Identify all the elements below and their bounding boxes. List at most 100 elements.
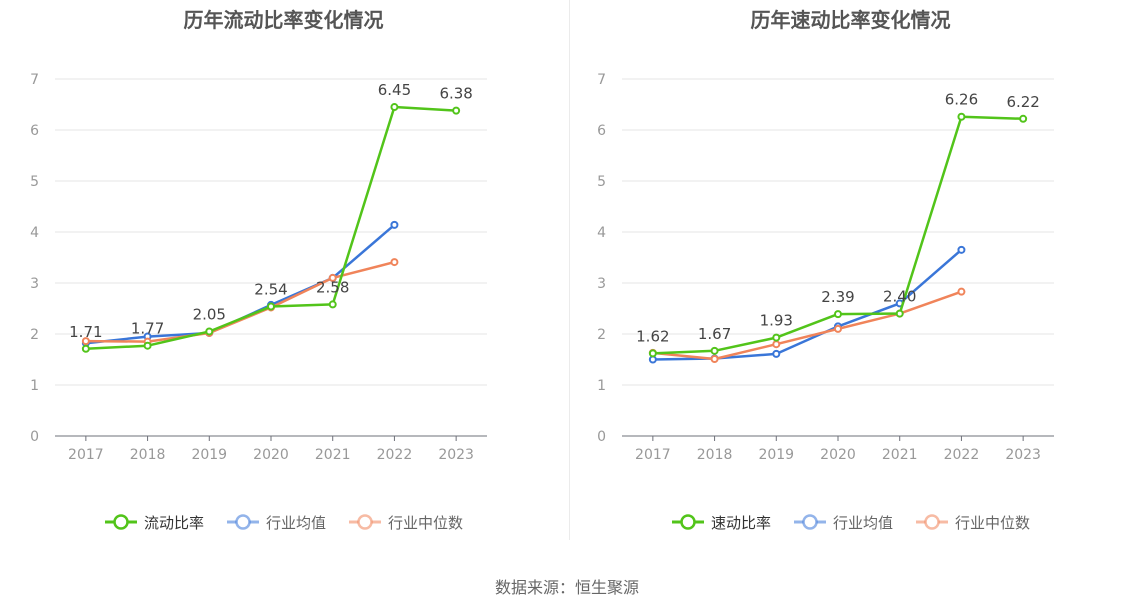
data-label: 1.67	[698, 325, 731, 343]
y-tick-label: 4	[597, 225, 606, 241]
legend-marker	[357, 514, 373, 530]
x-tick-label: 2020	[253, 447, 289, 463]
legend-swatch	[349, 514, 381, 530]
y-tick-label: 1	[597, 378, 606, 394]
data-label: 6.26	[945, 91, 978, 109]
data-label: 2.54	[254, 280, 287, 298]
legend-swatch	[226, 514, 259, 530]
y-tick-label: 3	[30, 276, 39, 292]
data-point	[648, 349, 657, 358]
x-tick-label: 2020	[820, 447, 856, 463]
legend-item[interactable]: 速动比率	[671, 512, 771, 533]
data-label: 1.77	[131, 320, 164, 338]
data-point	[772, 333, 781, 342]
data-label: 6.38	[439, 85, 472, 103]
x-tick-label: 2023	[438, 447, 474, 463]
y-tick-label: 6	[597, 123, 606, 139]
data-point	[957, 287, 966, 296]
data-point	[267, 302, 275, 311]
data-label: 1.62	[636, 327, 669, 345]
data-point	[81, 344, 90, 353]
y-tick-label: 2	[597, 327, 606, 343]
x-tick-label: 2019	[758, 447, 794, 463]
y-tick-label: 6	[30, 123, 39, 139]
data-point	[895, 309, 904, 318]
legend-item[interactable]: 流动比率	[104, 512, 204, 533]
data-label: 2.40	[883, 288, 916, 306]
data-point	[648, 355, 657, 364]
data-point	[710, 354, 719, 363]
chart-legend: 流动比率 行业均值 行业中位数	[0, 510, 567, 534]
chart-title: 历年速动比率变化情况	[750, 8, 951, 32]
data-point	[452, 106, 461, 115]
legend-label: 速动比率	[710, 513, 771, 532]
x-tick-label: 2018	[130, 447, 166, 463]
legend-swatch	[916, 514, 948, 530]
data-point	[957, 112, 966, 121]
chart-title: 历年流动比率变化情况	[183, 8, 384, 32]
data-point	[772, 349, 781, 358]
data-label: 1.71	[69, 323, 102, 341]
legend-marker	[924, 514, 940, 530]
y-tick-label: 1	[30, 378, 39, 394]
series-line	[652, 290, 962, 361]
legend-label: 行业均值	[265, 513, 326, 532]
data-source: 数据来源：恒生聚源	[494, 578, 639, 597]
data-label: 6.45	[378, 81, 411, 99]
panel-divider	[569, 0, 570, 540]
legend-item[interactable]: 行业均值	[226, 512, 326, 533]
data-point	[834, 324, 842, 333]
x-tick-label: 2018	[697, 447, 733, 463]
legend-item[interactable]: 行业均值	[793, 512, 893, 533]
y-tick-label: 2	[30, 327, 39, 343]
chart-svg: 0 1 2 3 4 5 6 7 2017 2018 2019 2020 2021 2022 2023 1.62…	[597, 72, 1054, 463]
data-label: 2.39	[821, 288, 854, 306]
y-tick-label: 0	[597, 429, 606, 445]
data-point	[390, 220, 399, 229]
data-point	[772, 340, 781, 349]
data-point	[328, 273, 337, 282]
x-tick-label: 2023	[1005, 447, 1041, 463]
data-point	[710, 346, 719, 355]
chart-panel-current-ratio: 历年流动比率变化情况 0 1 2 3 4 5 6 7 2017 2018 2019 2020 2021 2…	[0, 0, 567, 560]
y-tick-label: 7	[597, 72, 606, 88]
y-tick-label: 7	[30, 72, 39, 88]
x-tick-label: 2022	[377, 447, 413, 463]
legend-label: 行业中位数	[955, 513, 1031, 532]
legend-label: 流动比率	[143, 513, 204, 532]
data-label: 2.58	[316, 278, 349, 296]
data-label: 6.22	[1006, 93, 1039, 111]
legend-marker	[802, 514, 818, 530]
x-tick-label: 2021	[882, 447, 918, 463]
x-tick-label: 2017	[68, 447, 104, 463]
y-tick-label: 5	[30, 174, 39, 190]
y-tick-label: 0	[30, 429, 39, 445]
x-tick-label: 2022	[944, 447, 980, 463]
data-point	[390, 258, 399, 267]
data-point	[328, 300, 337, 309]
data-point	[205, 327, 214, 336]
legend-swatch	[793, 514, 826, 530]
legend-item[interactable]: 行业中位数	[915, 512, 1030, 533]
data-point	[1019, 114, 1028, 123]
legend-label: 行业均值	[832, 513, 893, 532]
y-tick-label: 4	[30, 225, 39, 241]
y-tick-label: 3	[597, 276, 606, 292]
legend-item[interactable]: 行业中位数	[348, 512, 463, 533]
data-point	[143, 341, 152, 350]
legend-marker	[235, 514, 251, 530]
x-tick-label: 2017	[635, 447, 671, 463]
legend-marker	[113, 514, 129, 530]
data-point	[957, 245, 966, 254]
legend-swatch	[671, 514, 704, 530]
legend-label: 行业中位数	[388, 513, 464, 532]
chart-legend: 速动比率 行业均值 行业中位数	[567, 510, 1134, 534]
data-point	[390, 103, 399, 112]
legend-marker	[680, 514, 696, 530]
chart-svg: 0 1 2 3 4 5 6 7 2017 2018 2019 2020 2021 2022 2023 1.71…	[30, 72, 487, 463]
x-tick-label: 2019	[191, 447, 227, 463]
data-label: 2.05	[193, 305, 226, 323]
series-line	[85, 105, 457, 351]
data-point	[834, 310, 842, 319]
x-tick-label: 2021	[315, 447, 351, 463]
